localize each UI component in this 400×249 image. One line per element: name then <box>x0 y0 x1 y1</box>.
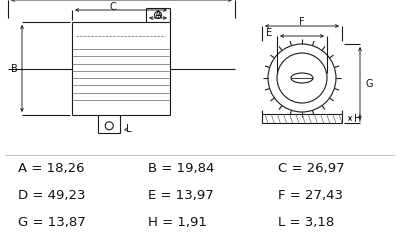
Text: C = 26,97: C = 26,97 <box>278 162 345 175</box>
Text: E = 13,97: E = 13,97 <box>148 188 214 201</box>
Text: G = 13,87: G = 13,87 <box>18 215 86 229</box>
Text: L: L <box>126 124 132 134</box>
Text: L = 3,18: L = 3,18 <box>278 215 334 229</box>
Text: G: G <box>366 78 374 88</box>
Text: H = 1,91: H = 1,91 <box>148 215 207 229</box>
Text: B: B <box>11 63 17 73</box>
Text: F = 27,43: F = 27,43 <box>278 188 343 201</box>
Text: B = 19,84: B = 19,84 <box>148 162 214 175</box>
Text: D = 49,23: D = 49,23 <box>18 188 86 201</box>
Text: E: E <box>266 28 272 38</box>
Text: F: F <box>299 17 305 27</box>
Text: A = 18,26: A = 18,26 <box>18 162 84 175</box>
Text: H: H <box>354 114 361 124</box>
Text: D: D <box>118 0 126 2</box>
Text: A: A <box>155 10 161 20</box>
Text: C: C <box>110 2 116 12</box>
